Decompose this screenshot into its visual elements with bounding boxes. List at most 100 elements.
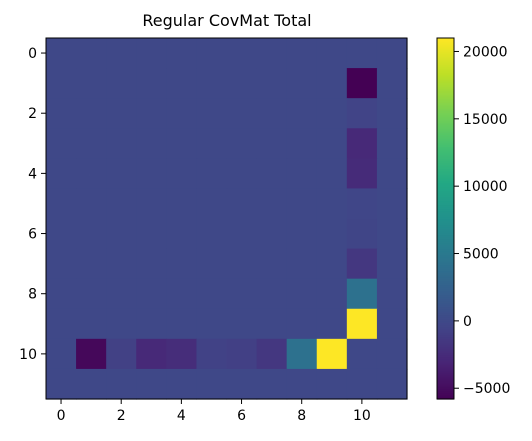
colorbar-segment <box>437 312 454 316</box>
heatmap-cell <box>196 278 228 310</box>
heatmap-cell <box>316 188 348 220</box>
heatmap-cell <box>226 128 258 159</box>
y-tick-label: 2 <box>28 106 37 122</box>
colorbar-segment <box>437 286 454 290</box>
heatmap-axes: 0 2 4 6 8 10 0 2 4 6 8 10 <box>19 46 371 424</box>
colorbar-segment <box>437 330 454 334</box>
heatmap-cell <box>166 158 198 190</box>
colorbar-segment <box>437 280 454 284</box>
heatmap-cell <box>226 188 258 220</box>
heatmap-cell <box>226 158 258 190</box>
heatmap-cell <box>106 308 137 340</box>
colorbar-segment <box>437 348 454 352</box>
colorbar-segment <box>437 122 454 125</box>
colorbar-segment <box>437 310 454 314</box>
colorbar-segment <box>437 78 454 81</box>
colorbar-segment <box>437 294 454 298</box>
chart-title: Regular CovMat Total <box>142 11 311 30</box>
colorbar-segment <box>437 382 454 386</box>
x-tick-label: 10 <box>353 408 371 424</box>
heatmap-cell <box>46 68 77 99</box>
heatmap-cell <box>346 98 378 129</box>
heatmap-cell <box>226 218 258 250</box>
heatmap-cell <box>136 98 167 129</box>
heatmap-cell <box>316 218 348 250</box>
heatmap-cell <box>226 68 258 99</box>
colorbar-segment <box>437 120 454 123</box>
colorbar-segment <box>437 174 454 177</box>
heatmap-cell <box>346 188 378 220</box>
colorbar-segment <box>437 288 454 292</box>
colorbar-segment <box>437 378 454 382</box>
heatmap-cell <box>376 308 408 340</box>
heatmap-cell <box>376 278 408 310</box>
heatmap-cell <box>286 98 318 129</box>
colorbar-segment <box>437 114 454 117</box>
colorbar-segment <box>437 338 454 342</box>
colorbar-segment <box>437 144 454 147</box>
x-tick-label: 8 <box>297 408 306 424</box>
heatmap-cell <box>196 158 228 190</box>
heatmap-cell <box>46 248 77 280</box>
heatmap-cell <box>76 338 107 370</box>
heatmap-cell <box>166 218 198 250</box>
heatmap-cell <box>196 128 228 159</box>
colorbar-segment <box>437 300 454 304</box>
colorbar-segment <box>437 380 454 384</box>
heatmap-cell <box>106 338 137 370</box>
heatmap-cell <box>286 218 318 250</box>
heatmap-frame <box>45 37 408 400</box>
heatmap-cell <box>46 98 77 129</box>
colorbar-segment <box>437 200 454 204</box>
colorbar-segment <box>437 194 454 198</box>
colorbar-segment <box>437 104 454 107</box>
x-tick-label: 0 <box>57 408 66 424</box>
heatmap-cell <box>166 278 198 310</box>
colorbar-frame <box>436 37 455 400</box>
heatmap-cell <box>106 248 137 280</box>
heatmap-cell <box>76 188 107 220</box>
colorbar-segment <box>437 130 454 133</box>
heatmap-cell <box>166 368 198 400</box>
colorbar-segment <box>437 368 454 372</box>
colorbar-segment <box>437 40 454 43</box>
heatmap-cells <box>46 38 408 400</box>
heatmap-cell <box>46 128 77 159</box>
heatmap-cell <box>76 38 107 69</box>
colorbar-segment <box>437 138 454 141</box>
colorbar-segment <box>437 376 454 380</box>
heatmap-cell <box>196 188 228 220</box>
heatmap-cell <box>346 368 378 400</box>
heatmap-cell <box>46 188 77 220</box>
colorbar-segment <box>437 134 454 137</box>
heatmap-cell <box>376 338 408 370</box>
heatmap-cell <box>286 128 318 159</box>
colorbar-segment <box>437 106 454 109</box>
colorbar-segment <box>437 116 454 119</box>
heatmap-cell <box>226 368 258 400</box>
colorbar-segment <box>437 358 454 362</box>
colorbar-segment <box>437 340 454 344</box>
colorbar-segment <box>437 252 454 256</box>
colorbar-segment <box>437 118 454 121</box>
heatmap-cell <box>46 368 77 400</box>
colorbar-segment <box>437 128 454 131</box>
heatmap-cell <box>196 368 228 400</box>
heatmap-cell <box>76 308 107 340</box>
heatmap-cell <box>106 188 137 220</box>
colorbar-segment <box>437 142 454 145</box>
heatmap-cell <box>286 158 318 190</box>
colorbar-tick-label: 0 <box>463 314 472 330</box>
colorbar-segment <box>437 112 454 115</box>
heatmap-cell <box>226 338 258 370</box>
heatmap-cell <box>166 308 198 340</box>
colorbar-segment <box>437 238 454 242</box>
heatmap-cell <box>166 188 198 220</box>
heatmap-cell <box>46 308 77 340</box>
colorbar-segment <box>437 184 454 188</box>
heatmap-cell <box>136 278 167 310</box>
colorbar-segment <box>437 86 454 89</box>
heatmap-cell <box>346 218 378 250</box>
colorbar-segment <box>437 58 454 61</box>
colorbar-segment <box>437 224 454 228</box>
